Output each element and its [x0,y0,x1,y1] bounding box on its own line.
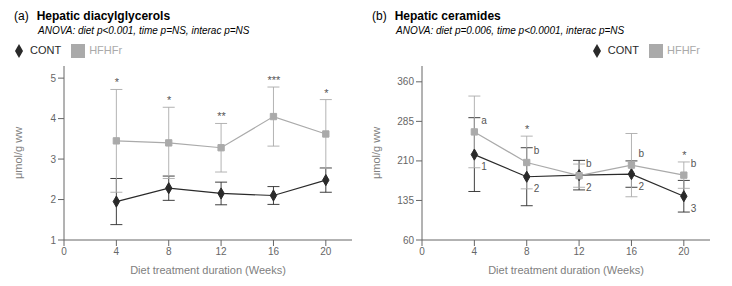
svg-text:8: 8 [524,246,530,257]
svg-text:Diet treatment duration (Weeks: Diet treatment duration (Weeks) [488,264,644,276]
svg-text:b: b [586,158,592,169]
svg-text:Diet treatment duration (Weeks: Diet treatment duration (Weeks) [130,264,286,276]
svg-text:b: b [691,158,697,169]
html-text:(b): (b) [372,9,387,23]
svg-text:*: * [525,123,530,135]
svg-text:2: 2 [638,181,644,192]
svg-text:4: 4 [50,113,56,124]
svg-text:5: 5 [50,73,56,84]
svg-text:285: 285 [397,116,414,127]
svg-text:**: ** [217,110,226,122]
svg-text:2: 2 [586,182,592,193]
svg-text:b: b [638,148,644,159]
html-text:HFHFr: HFHFr [89,44,123,56]
html-text:ANOVA: diet p=0.006, time p<0.: ANOVA: diet p=0.006, time p<0.0001, inte… [396,25,625,36]
svg-text:a: a [481,115,487,126]
svg-text:16: 16 [268,246,280,257]
svg-text:1: 1 [50,235,56,246]
svg-text:μmol/g ww: μmol/g ww [12,127,24,179]
svg-text:60: 60 [403,235,415,246]
svg-text:2: 2 [50,194,56,205]
svg-text:20: 20 [678,246,690,257]
svg-text:8: 8 [166,246,172,257]
svg-text:2: 2 [534,183,540,194]
svg-text:3: 3 [50,154,56,165]
svg-text:*: * [682,149,687,161]
svg-text:135: 135 [397,195,414,206]
svg-text:3: 3 [691,203,697,214]
svg-text:360: 360 [397,76,414,87]
svg-text:12: 12 [216,246,228,257]
svg-text:***: *** [267,74,281,86]
html-text:(a): (a) [14,9,29,23]
svg-text:210: 210 [397,155,414,166]
html-text:HFHFr: HFHFr [667,44,700,56]
svg-text:12: 12 [574,246,586,257]
svg-text:4: 4 [472,246,478,257]
svg-text:b: b [534,145,540,156]
svg-text:0: 0 [419,246,425,257]
html-text:Hepatic diacylglycerols: Hepatic diacylglycerols [36,9,171,23]
html-text:CONT: CONT [30,44,62,56]
html-text:CONT: CONT [607,44,639,56]
svg-text:4: 4 [114,246,120,257]
svg-text:1: 1 [481,161,487,172]
svg-text:*: * [167,94,172,106]
svg-text:μmol/g ww: μmol/g ww [370,127,382,179]
svg-text:20: 20 [320,246,332,257]
svg-text:*: * [114,76,119,88]
html-text:Hepatic ceramides: Hepatic ceramides [394,9,501,23]
svg-text:16: 16 [626,246,638,257]
svg-text:*: * [324,87,329,99]
html-text:ANOVA: diet p<0.001, time p=NS: ANOVA: diet p<0.001, time p=NS, interac … [38,25,250,36]
svg-text:0: 0 [61,246,67,257]
